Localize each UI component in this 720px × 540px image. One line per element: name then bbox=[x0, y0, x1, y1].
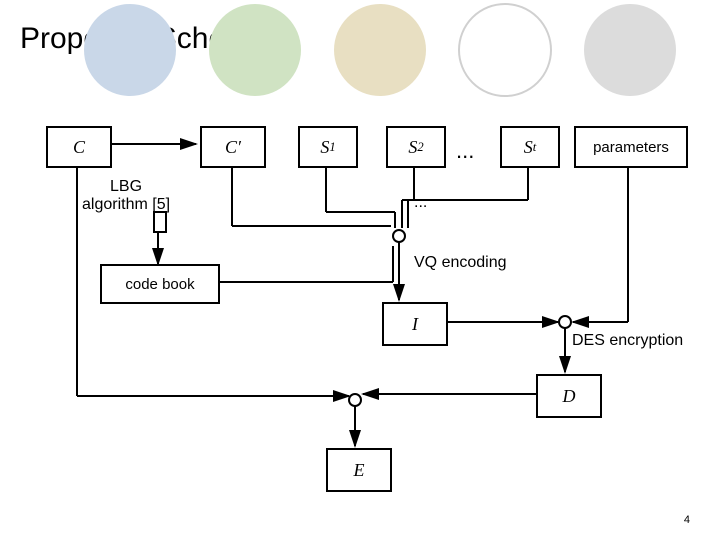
node-params: parameters bbox=[574, 126, 688, 168]
label-vq: VQ encoding bbox=[414, 254, 507, 272]
node-I: I bbox=[382, 302, 448, 346]
node-codebook: code book bbox=[100, 264, 220, 304]
label-des: DES encryption bbox=[572, 332, 683, 350]
ellipsis: ... bbox=[456, 138, 474, 164]
node-S2: S2 bbox=[386, 126, 446, 168]
node-Cp: C′ bbox=[200, 126, 266, 168]
label-dots2: ... bbox=[414, 194, 427, 212]
label-alg: algorithm [5] bbox=[82, 196, 170, 214]
node-C: C bbox=[46, 126, 112, 168]
node-E: E bbox=[326, 448, 392, 492]
page-title: Proposed Scheme bbox=[20, 22, 267, 56]
node-D: D bbox=[536, 374, 602, 418]
label-lbg: LBG bbox=[110, 178, 142, 196]
page-number: 4 bbox=[684, 514, 690, 526]
node-S1: S1 bbox=[298, 126, 358, 168]
node-St: St bbox=[500, 126, 560, 168]
